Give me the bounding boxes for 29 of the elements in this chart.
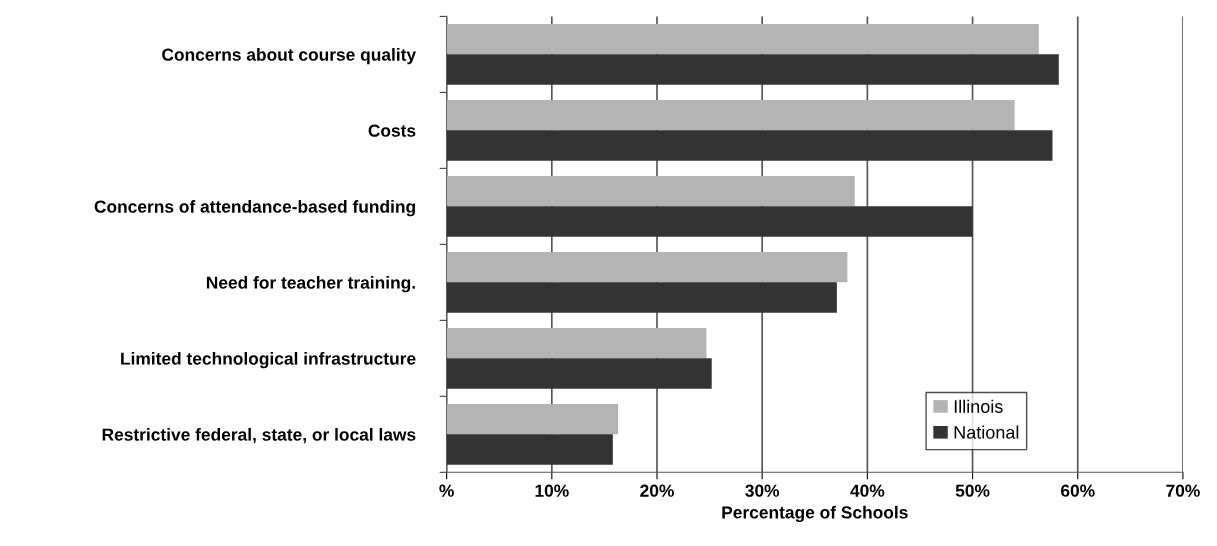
y-tick-label: Concerns of attendance-based funding (94, 200, 415, 217)
x-tick-label: 30% (745, 484, 780, 497)
legend-label: Illinois (954, 399, 1003, 413)
y-tick-label: Restrictive federal, state, or local laws (102, 428, 416, 444)
legend-label: National (954, 425, 1019, 439)
bar (446, 175, 855, 207)
bar (446, 327, 707, 359)
bar (446, 23, 1039, 55)
y-tick-label: Costs (368, 124, 416, 137)
x-tick-label: % (439, 484, 454, 497)
bar (446, 282, 837, 313)
x-tick-label: 70% (1166, 484, 1200, 497)
bar (446, 251, 848, 283)
x-tick-label: 40% (850, 484, 885, 497)
bar (446, 434, 613, 465)
x-axis-title: Percentage of Schools (722, 505, 908, 523)
x-tick-label: 60% (1061, 484, 1095, 497)
y-tick-label: Limited technological infrastructure (121, 352, 416, 369)
y-tick-label: Need for teacher training. (206, 276, 415, 293)
bar (446, 130, 1053, 161)
bar (446, 54, 1059, 85)
x-tick-label: 50% (955, 484, 990, 497)
bar (446, 403, 619, 435)
bar (446, 99, 1015, 131)
bar (446, 358, 712, 389)
x-tick-label: 10% (535, 484, 569, 497)
bar (446, 206, 973, 237)
y-tick-label: Concerns about course quality (162, 48, 417, 65)
x-tick-label: 20% (640, 484, 674, 497)
